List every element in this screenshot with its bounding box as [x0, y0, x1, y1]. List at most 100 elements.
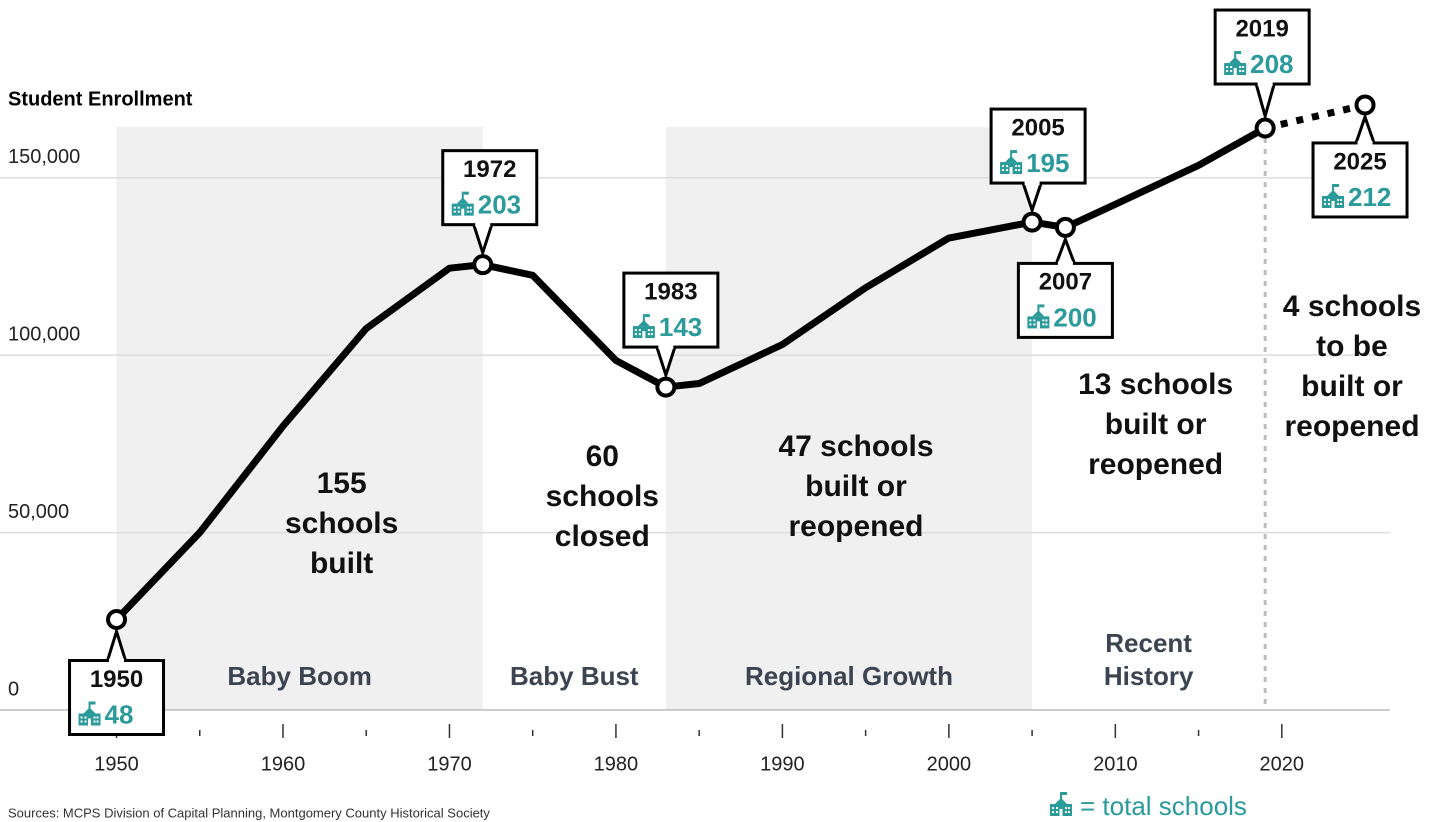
- era-bands: [116, 127, 1033, 710]
- icon-part: [1234, 51, 1237, 59]
- x-tick-label: 1950: [94, 753, 139, 775]
- icon-part: [1032, 310, 1045, 317]
- y-tick-label: 100,000: [8, 323, 80, 345]
- icon-door: [1331, 200, 1335, 208]
- era-note: schools: [285, 507, 398, 540]
- icon-window: [1239, 66, 1242, 69]
- icon-window: [93, 716, 96, 719]
- icon-window: [93, 720, 96, 723]
- icon-window: [1230, 66, 1233, 69]
- icon-window: [638, 329, 641, 332]
- era-band: [665, 127, 1033, 710]
- icon-window: [634, 329, 637, 332]
- era-note: 13 schools: [1078, 368, 1233, 401]
- icon-part: [1327, 189, 1340, 196]
- icon-window: [469, 210, 472, 213]
- icon-part: [463, 191, 469, 195]
- icon-door: [642, 331, 646, 339]
- icon-window: [1340, 202, 1343, 205]
- era-name: Baby Bust: [510, 661, 639, 691]
- data-point: [1054, 216, 1076, 238]
- icon-window: [1068, 811, 1070, 813]
- projection-note: to be: [1316, 330, 1388, 363]
- icon-part: [1334, 183, 1340, 187]
- callout-gap: [658, 345, 674, 350]
- icon-window: [1065, 807, 1067, 809]
- x-tick-label: 2020: [1260, 753, 1305, 775]
- icon-window: [1029, 323, 1032, 326]
- icon-part: [1229, 57, 1242, 64]
- x-tick-label: 2000: [927, 753, 972, 775]
- icon-part: [1332, 183, 1335, 191]
- y-tick-label: 150,000: [8, 146, 80, 168]
- callout-year: 2007: [1039, 269, 1092, 296]
- y-tick-label: 50,000: [8, 501, 69, 523]
- data-point: [1254, 117, 1276, 139]
- school-icon: [1224, 51, 1247, 76]
- icon-door: [461, 208, 465, 216]
- projection-note: built or: [1301, 370, 1403, 403]
- icon-window: [1324, 202, 1327, 205]
- era-name: Recent: [1105, 628, 1192, 658]
- callout-gap: [475, 222, 491, 227]
- era-note: built or: [1105, 408, 1207, 441]
- source: Sources: MCPS Division of Capital Planni…: [8, 805, 490, 820]
- icon-window: [1242, 66, 1245, 69]
- icon-window: [1052, 811, 1054, 813]
- callout-schools: 195: [1026, 148, 1069, 178]
- callout-schools: 208: [1250, 49, 1293, 79]
- icon-window: [1068, 807, 1070, 809]
- x-tick-label: 1980: [594, 753, 639, 775]
- icon-window: [1056, 807, 1058, 809]
- projection-note: 4 schools: [1283, 290, 1421, 323]
- callout-pointer: [1254, 82, 1277, 122]
- icon-window: [1015, 169, 1018, 172]
- callout-year: 1972: [463, 156, 516, 183]
- icon-window: [453, 210, 456, 213]
- data-point: [1354, 94, 1376, 116]
- icon-window: [1045, 323, 1048, 326]
- icon-window: [1042, 319, 1045, 322]
- icon-part: [1039, 304, 1045, 308]
- data-point: [1021, 211, 1043, 233]
- icon-window: [1226, 66, 1229, 69]
- icon-window: [1328, 202, 1331, 205]
- x-tick-label: 2010: [1093, 753, 1138, 775]
- icon-window: [650, 329, 653, 332]
- callout-pointer: [1353, 112, 1377, 145]
- icon-part: [1010, 150, 1013, 158]
- icon-door: [1009, 167, 1013, 175]
- icon-part: [1236, 51, 1242, 55]
- icon-part: [1060, 792, 1062, 799]
- school-icon: [1050, 792, 1072, 816]
- school-icon: [1000, 150, 1023, 175]
- data-point: [106, 609, 128, 631]
- y-axis-label: Student Enrollment: [8, 88, 193, 110]
- icon-part: [1037, 304, 1040, 312]
- callout-schools: 200: [1053, 302, 1096, 332]
- callout-gap: [109, 658, 125, 663]
- icon-part: [1005, 156, 1018, 163]
- x-tick-label: 1990: [760, 753, 805, 775]
- icon-door: [1233, 68, 1237, 76]
- era-note: reopened: [788, 510, 923, 543]
- school-icon: [451, 191, 474, 216]
- icon-window: [638, 333, 641, 336]
- icon-part: [637, 320, 650, 327]
- x-tick-label: 1970: [427, 753, 472, 775]
- icon-door: [1036, 321, 1040, 329]
- callout-pointer: [1054, 235, 1077, 265]
- icon-window: [1239, 70, 1242, 73]
- icon-window: [1324, 198, 1327, 201]
- y-tick-label: 0: [8, 678, 19, 700]
- icon-window: [453, 206, 456, 209]
- school-icon: [1027, 304, 1050, 329]
- icon-part: [90, 701, 96, 705]
- era-note: built: [310, 547, 373, 580]
- icon-window: [1328, 198, 1331, 201]
- icon-window: [1033, 323, 1036, 326]
- legend-label: = total schools: [1080, 791, 1247, 821]
- era-name: History: [1104, 661, 1194, 691]
- callout-schools: 212: [1348, 182, 1391, 212]
- era-note: built or: [805, 470, 907, 503]
